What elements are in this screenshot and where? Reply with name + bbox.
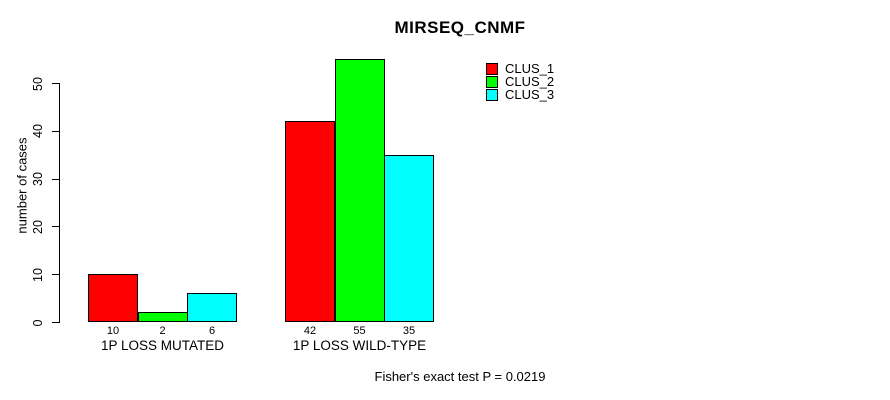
legend-label: CLUS_1 xyxy=(505,61,555,76)
bar-clus_2-group2 xyxy=(334,59,385,322)
legend-item: CLUS_1 xyxy=(486,62,554,75)
bar-value-label: 10 xyxy=(106,325,120,337)
bar-value-label: 55 xyxy=(353,325,366,337)
y-tick-label: 50 xyxy=(31,76,45,91)
y-tick xyxy=(52,274,59,276)
y-tick xyxy=(52,322,59,323)
bar-clus_3-group2 xyxy=(384,154,434,322)
bar-value-label: 6 xyxy=(208,325,216,337)
x-category-label: 1P LOSS WILD-TYPE xyxy=(292,338,427,353)
y-tick-label: 20 xyxy=(31,219,45,234)
legend-swatch xyxy=(486,88,498,101)
y-tick xyxy=(52,130,59,132)
y-tick xyxy=(52,178,59,180)
legend-item: CLUS_3 xyxy=(486,88,554,101)
chart-title: MIRSEQ_CNMF xyxy=(394,18,526,37)
y-tick xyxy=(52,83,59,84)
legend-swatch xyxy=(486,62,498,75)
y-tick-label: 0 xyxy=(31,319,45,326)
y-axis-label: number of cases xyxy=(14,137,30,234)
bar-value-label: 42 xyxy=(303,325,317,337)
x-category-label: 1P LOSS MUTATED xyxy=(100,338,225,353)
bar-clus_1-group2 xyxy=(285,121,335,322)
bar-value-label: 35 xyxy=(402,325,416,337)
y-tick xyxy=(52,226,59,228)
y-tick-label: 10 xyxy=(31,267,45,282)
legend-item: CLUS_2 xyxy=(486,75,554,88)
legend-label: CLUS_2 xyxy=(505,74,555,89)
y-tick-label: 30 xyxy=(31,172,45,187)
legend: CLUS_1 CLUS_2 CLUS_3 xyxy=(486,62,554,101)
y-tick-label: 40 xyxy=(31,124,45,139)
bar-clus_2-group1 xyxy=(137,312,188,322)
y-axis-line xyxy=(59,83,60,323)
legend-swatch xyxy=(486,75,498,88)
bar-clus_1-group1 xyxy=(88,274,138,322)
bar-clus_3-group1 xyxy=(187,293,237,322)
bar-value-label: 2 xyxy=(159,325,166,337)
footer-annotation: Fisher's exact test P = 0.0219 xyxy=(374,369,546,384)
legend-label: CLUS_3 xyxy=(505,87,555,102)
